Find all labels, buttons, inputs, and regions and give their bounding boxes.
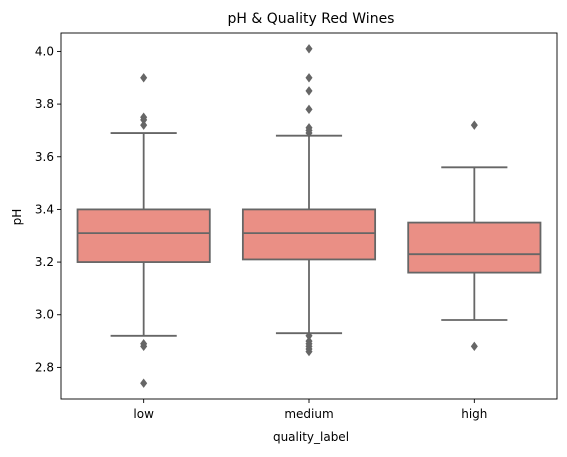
outlier-point-high xyxy=(470,341,478,352)
outlier-point-medium xyxy=(305,331,313,341)
outlier-point-low xyxy=(140,112,148,122)
x-tick-label-low: low xyxy=(133,407,154,421)
plot-area: 2.8 3.0 3.2 3.4 3.6 3.8 4.0 low medium high xyxy=(35,44,542,421)
outlier-point-low xyxy=(140,120,148,130)
outlier-point-low xyxy=(140,378,148,388)
box-low xyxy=(76,208,211,263)
y-tick-label: 3.6 xyxy=(35,150,54,164)
y-tick-label: 3.4 xyxy=(35,202,54,216)
chart-title: pH & Quality Red Wines xyxy=(228,11,395,27)
y-tick-label: 3.0 xyxy=(35,308,54,322)
outlier-point-medium xyxy=(305,336,313,346)
outlier-point-medium xyxy=(305,44,313,54)
outlier-point-low xyxy=(140,73,148,83)
y-tick-label: 3.2 xyxy=(35,255,54,269)
x-axis-label: quality_label xyxy=(273,430,349,444)
outlier-point-medium xyxy=(305,104,313,115)
outlier-point-high xyxy=(470,120,478,130)
outlier-point-medium xyxy=(305,123,313,133)
x-tick-label-high: high xyxy=(461,407,487,421)
box-medium xyxy=(241,208,377,261)
outlier-point-low xyxy=(140,339,148,349)
outlier-point-medium xyxy=(305,73,313,83)
y-tick-label: 3.8 xyxy=(35,97,54,111)
y-tick-label: 4.0 xyxy=(35,44,54,58)
y-tick-label: 2.8 xyxy=(35,360,54,374)
x-tick-label-medium: medium xyxy=(284,407,333,421)
outlier-point-medium xyxy=(305,86,313,96)
box-high xyxy=(407,221,542,274)
y-axis-label: pH xyxy=(10,209,24,226)
plot-frame xyxy=(60,32,558,400)
